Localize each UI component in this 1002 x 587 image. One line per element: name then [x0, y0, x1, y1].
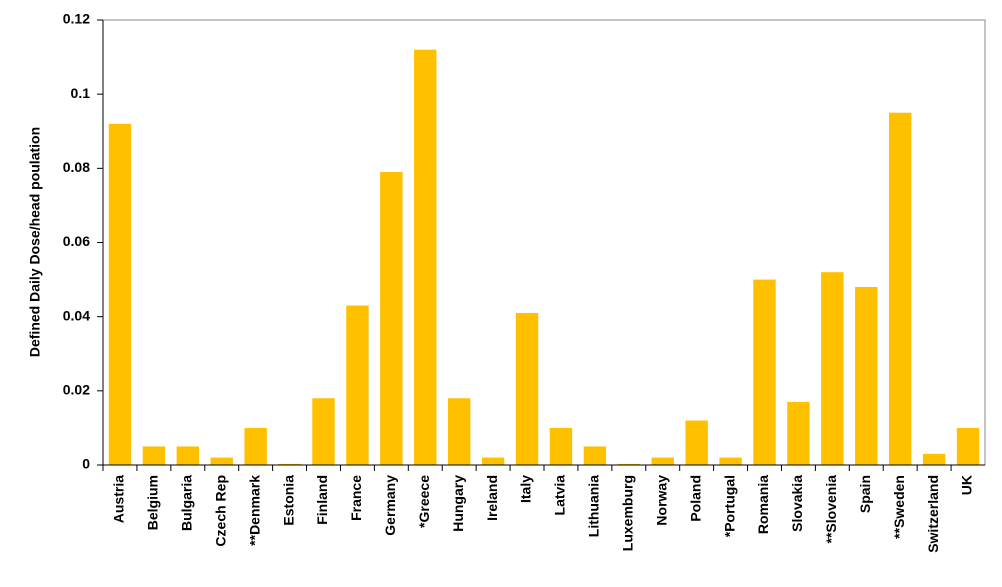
bar: [685, 420, 708, 465]
x-tick-label: Spain: [857, 475, 873, 513]
bar: [142, 446, 166, 465]
y-tick-label: 0: [82, 456, 90, 472]
x-tick-label: Estonia: [280, 475, 296, 526]
bar: [515, 312, 539, 465]
bar: [583, 446, 607, 465]
y-tick-label: 0.1: [71, 85, 91, 101]
x-tick-label: **Denmark: [246, 475, 262, 546]
plot-frame: [102, 19, 986, 466]
bar: [821, 272, 844, 465]
x-tick-label: Romania: [755, 475, 771, 534]
x-tick-label: *Portugal: [721, 475, 737, 537]
x-tick-label: Norway: [653, 475, 669, 526]
bar: [447, 398, 471, 465]
bar: [244, 427, 267, 465]
bar: [210, 457, 233, 465]
bar: [549, 427, 573, 465]
x-tick-label: Belgium: [145, 475, 161, 530]
bar: [108, 123, 132, 465]
bar: [312, 398, 335, 465]
x-tick-label: Hungary: [450, 475, 466, 532]
x-tick-label: Luxemburg: [620, 475, 636, 551]
bar: [719, 457, 742, 465]
x-tick-label: **Slovenia: [823, 475, 839, 544]
x-tick-label: Czech Rep: [212, 475, 228, 547]
y-tick-label: 0.12: [63, 11, 90, 27]
x-tick-label: Italy: [518, 475, 534, 503]
bar: [956, 427, 980, 465]
y-tick-label: 0.02: [63, 382, 90, 398]
y-axis-label: Defined Daily Dose/head poulation: [27, 127, 43, 357]
bar: [753, 279, 776, 465]
y-tick-label: 0.06: [63, 233, 90, 249]
x-tick-label: UK: [959, 475, 975, 495]
bar: [787, 401, 810, 465]
y-tick-label: 0.04: [63, 307, 90, 323]
x-tick-label: Slovakia: [789, 475, 805, 532]
x-tick-label: Lithuania: [586, 475, 602, 537]
y-tick-label: 0.08: [63, 159, 90, 175]
x-tick-label: Latvia: [552, 475, 568, 516]
x-tick-label: Poland: [687, 475, 703, 522]
bar: [651, 457, 674, 465]
bar: [346, 305, 369, 465]
x-tick-label: *Greece: [416, 475, 432, 528]
x-tick-label: Switzerland: [925, 475, 941, 553]
x-tick-label: Bulgaria: [179, 475, 195, 531]
x-tick-label: Germany: [382, 475, 398, 536]
bar: [922, 453, 946, 465]
bar: [888, 112, 912, 465]
bar: [617, 463, 641, 465]
bar: [414, 49, 437, 466]
bar: [278, 463, 301, 465]
x-tick-label: **Sweden: [891, 475, 907, 539]
bar: [176, 446, 200, 465]
bar: [855, 287, 878, 465]
x-tick-label: Austria: [111, 475, 127, 523]
x-tick-label: Ireland: [484, 475, 500, 521]
x-tick-label: France: [348, 475, 364, 521]
bar: [481, 457, 505, 465]
x-tick-label: Finland: [314, 475, 330, 525]
bar: [380, 172, 403, 465]
